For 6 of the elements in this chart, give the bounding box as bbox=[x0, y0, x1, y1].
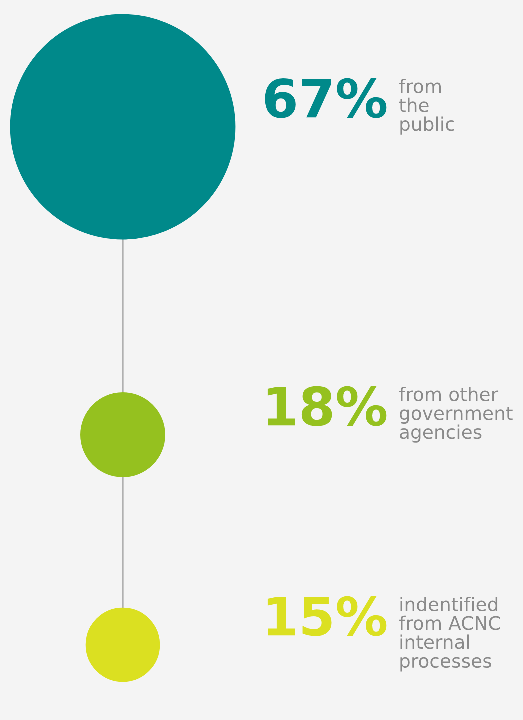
category-label: indentified from ACNC internal processes bbox=[399, 597, 500, 672]
data-label: 18% bbox=[268, 386, 387, 426]
data-label: 15% bbox=[268, 596, 387, 636]
data-label: 67% bbox=[265, 78, 387, 118]
category-label: from the public bbox=[399, 79, 454, 135]
category-label: from other government agencies bbox=[399, 387, 513, 443]
